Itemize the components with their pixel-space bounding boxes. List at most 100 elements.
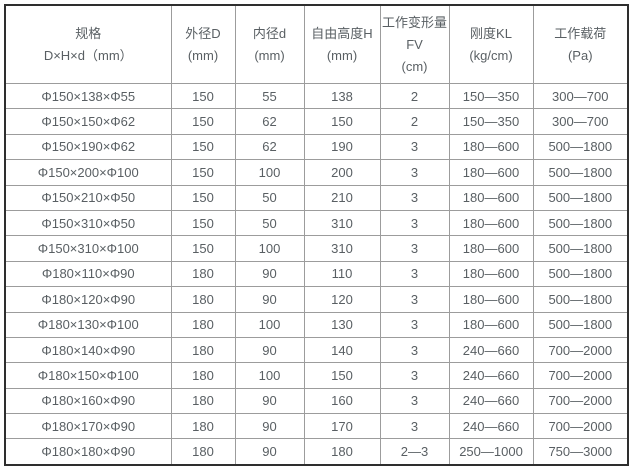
table-cell: 190 bbox=[303, 133, 381, 161]
table-cell: 50 bbox=[234, 184, 305, 211]
table-cell: 100 bbox=[234, 235, 305, 262]
table-cell: 240—660 bbox=[448, 387, 534, 415]
column-header-1: 外径D (mm) bbox=[170, 4, 236, 84]
table-cell: 180 bbox=[170, 387, 236, 415]
table-cell: 500—1800 bbox=[532, 133, 629, 161]
table-cell: 500—1800 bbox=[532, 184, 629, 211]
table-cell: 500—1800 bbox=[532, 311, 629, 338]
table-cell: 180—600 bbox=[448, 133, 534, 161]
table-cell: 3 bbox=[379, 413, 450, 440]
table-cell: 3 bbox=[379, 260, 450, 288]
table-row: Φ180×120×Φ90 180 90 120 3 180—600 500—1800 bbox=[4, 286, 629, 313]
table-cell: 140 bbox=[303, 336, 381, 364]
table-cell: 90 bbox=[234, 387, 305, 415]
table-cell: Φ180×150×Φ100 bbox=[4, 362, 172, 389]
table-cell: 750—3000 bbox=[532, 438, 629, 466]
table-cell: 3 bbox=[379, 311, 450, 338]
table-cell: 180—600 bbox=[448, 235, 534, 262]
table-cell: 55 bbox=[234, 82, 305, 110]
column-header-line: (Pa) bbox=[567, 47, 593, 63]
table-cell: 500—1800 bbox=[532, 260, 629, 288]
table-cell: 180 bbox=[170, 438, 236, 466]
table-cell: 500—1800 bbox=[532, 159, 629, 186]
table-cell: 700—2000 bbox=[532, 336, 629, 364]
table-cell: 100 bbox=[234, 311, 305, 338]
table-row: Φ150×138×Φ55 150 55 138 2 150—350 300—700 bbox=[4, 82, 629, 110]
table-cell: Φ180×120×Φ90 bbox=[4, 286, 172, 313]
table-cell: 500—1800 bbox=[532, 235, 629, 262]
table-row: Φ150×310×Φ50 150 50 310 3 180—600 500—1800 bbox=[4, 209, 629, 237]
table-cell: 62 bbox=[234, 133, 305, 161]
table-row: Φ180×130×Φ100 180 100 130 3 180—600 500—1800 bbox=[4, 311, 629, 338]
table-cell: 700—2000 bbox=[532, 387, 629, 415]
table-cell: 138 bbox=[303, 82, 381, 110]
table-cell: 180 bbox=[170, 413, 236, 440]
table-cell: 500—1800 bbox=[532, 286, 629, 313]
table-cell: 150 bbox=[303, 108, 381, 135]
table-cell: 3 bbox=[379, 362, 450, 389]
column-header-0: 规格 D×H×d（mm） bbox=[4, 4, 172, 84]
table-cell: 2 bbox=[379, 108, 450, 135]
table-cell: Φ180×130×Φ100 bbox=[4, 311, 172, 338]
column-header-line: (cm) bbox=[401, 58, 428, 74]
table-cell: 50 bbox=[234, 209, 305, 237]
column-header-3: 自由高度H (mm) bbox=[303, 4, 381, 84]
column-header-line: (mm) bbox=[187, 47, 219, 63]
table-cell: 240—660 bbox=[448, 362, 534, 389]
table-cell: 3 bbox=[379, 286, 450, 313]
table-cell: 3 bbox=[379, 209, 450, 237]
table-cell: 130 bbox=[303, 311, 381, 338]
table-row: Φ180×150×Φ100 180 100 150 3 240—660 700—2000 bbox=[4, 362, 629, 389]
table-cell: 150 bbox=[170, 209, 236, 237]
table-cell: Φ150×310×Φ50 bbox=[4, 209, 172, 237]
table-row: Φ150×200×Φ100 150 100 200 3 180—600 500—1800 bbox=[4, 159, 629, 186]
table-cell: Φ150×210×Φ50 bbox=[4, 184, 172, 211]
table-cell: 3 bbox=[379, 235, 450, 262]
table-cell: 180—600 bbox=[448, 286, 534, 313]
table-cell: 310 bbox=[303, 209, 381, 237]
table-cell: Φ150×190×Φ62 bbox=[4, 133, 172, 161]
table-cell: 150 bbox=[303, 362, 381, 389]
table-cell: 100 bbox=[234, 159, 305, 186]
table-cell: 160 bbox=[303, 387, 381, 415]
column-header-line: (mm) bbox=[254, 47, 285, 63]
table-cell: 150 bbox=[170, 82, 236, 110]
table-cell: 200 bbox=[303, 159, 381, 186]
table-cell: 240—660 bbox=[448, 413, 534, 440]
table-cell: 150—350 bbox=[448, 82, 534, 110]
table-cell: 90 bbox=[234, 336, 305, 364]
column-header-2: 内径d (mm) bbox=[234, 4, 305, 84]
table-cell: 3 bbox=[379, 387, 450, 415]
column-header-line: 刚度KL bbox=[470, 25, 512, 41]
table-cell: 240—660 bbox=[448, 336, 534, 364]
table-row: Φ150×190×Φ62 150 62 190 3 180—600 500—1800 bbox=[4, 133, 629, 161]
column-header-line: (kg/cm) bbox=[469, 47, 513, 63]
column-header-6: 工作载荷 (Pa) bbox=[532, 4, 629, 84]
table-cell: 180—600 bbox=[448, 159, 534, 186]
table-cell: 180 bbox=[170, 286, 236, 313]
table-cell: 90 bbox=[234, 438, 305, 466]
table-cell: 180—600 bbox=[448, 311, 534, 338]
table-row: Φ180×180×Φ90 180 90 180 2—3 250—1000 750—3000 bbox=[4, 438, 629, 466]
table-cell: 210 bbox=[303, 184, 381, 211]
column-header-line: 工作变形量 bbox=[381, 14, 447, 30]
table-cell: 2—3 bbox=[379, 438, 450, 466]
column-header-line: 工作载荷 bbox=[554, 25, 607, 41]
table-row: Φ180×160×Φ90 180 90 160 3 240—660 700—2000 bbox=[4, 387, 629, 415]
table-cell: 150 bbox=[170, 133, 236, 161]
table-cell: Φ150×150×Φ62 bbox=[4, 108, 172, 135]
table-cell: 310 bbox=[303, 235, 381, 262]
column-header-line: 内径d bbox=[252, 25, 287, 41]
table-cell: 2 bbox=[379, 82, 450, 110]
table-row: Φ150×210×Φ50 150 50 210 3 180—600 500—1800 bbox=[4, 184, 629, 211]
table-cell: 150 bbox=[170, 159, 236, 186]
column-header-line: (mm) bbox=[326, 47, 358, 63]
header-row: 规格 D×H×d（mm） 外径D (mm) 内径d (mm) 自由高度H (mm) 工作变形量 F… bbox=[4, 4, 629, 84]
table-cell: Φ180×180×Φ90 bbox=[4, 438, 172, 466]
spec-table-body: Φ150×138×Φ55 150 55 138 2 150—350 300—700 Φ150×… bbox=[4, 82, 629, 466]
table-cell: 180 bbox=[170, 311, 236, 338]
table-cell: 300—700 bbox=[532, 82, 629, 110]
table-cell: 300—700 bbox=[532, 108, 629, 135]
column-header-line: 外径D bbox=[185, 25, 221, 41]
